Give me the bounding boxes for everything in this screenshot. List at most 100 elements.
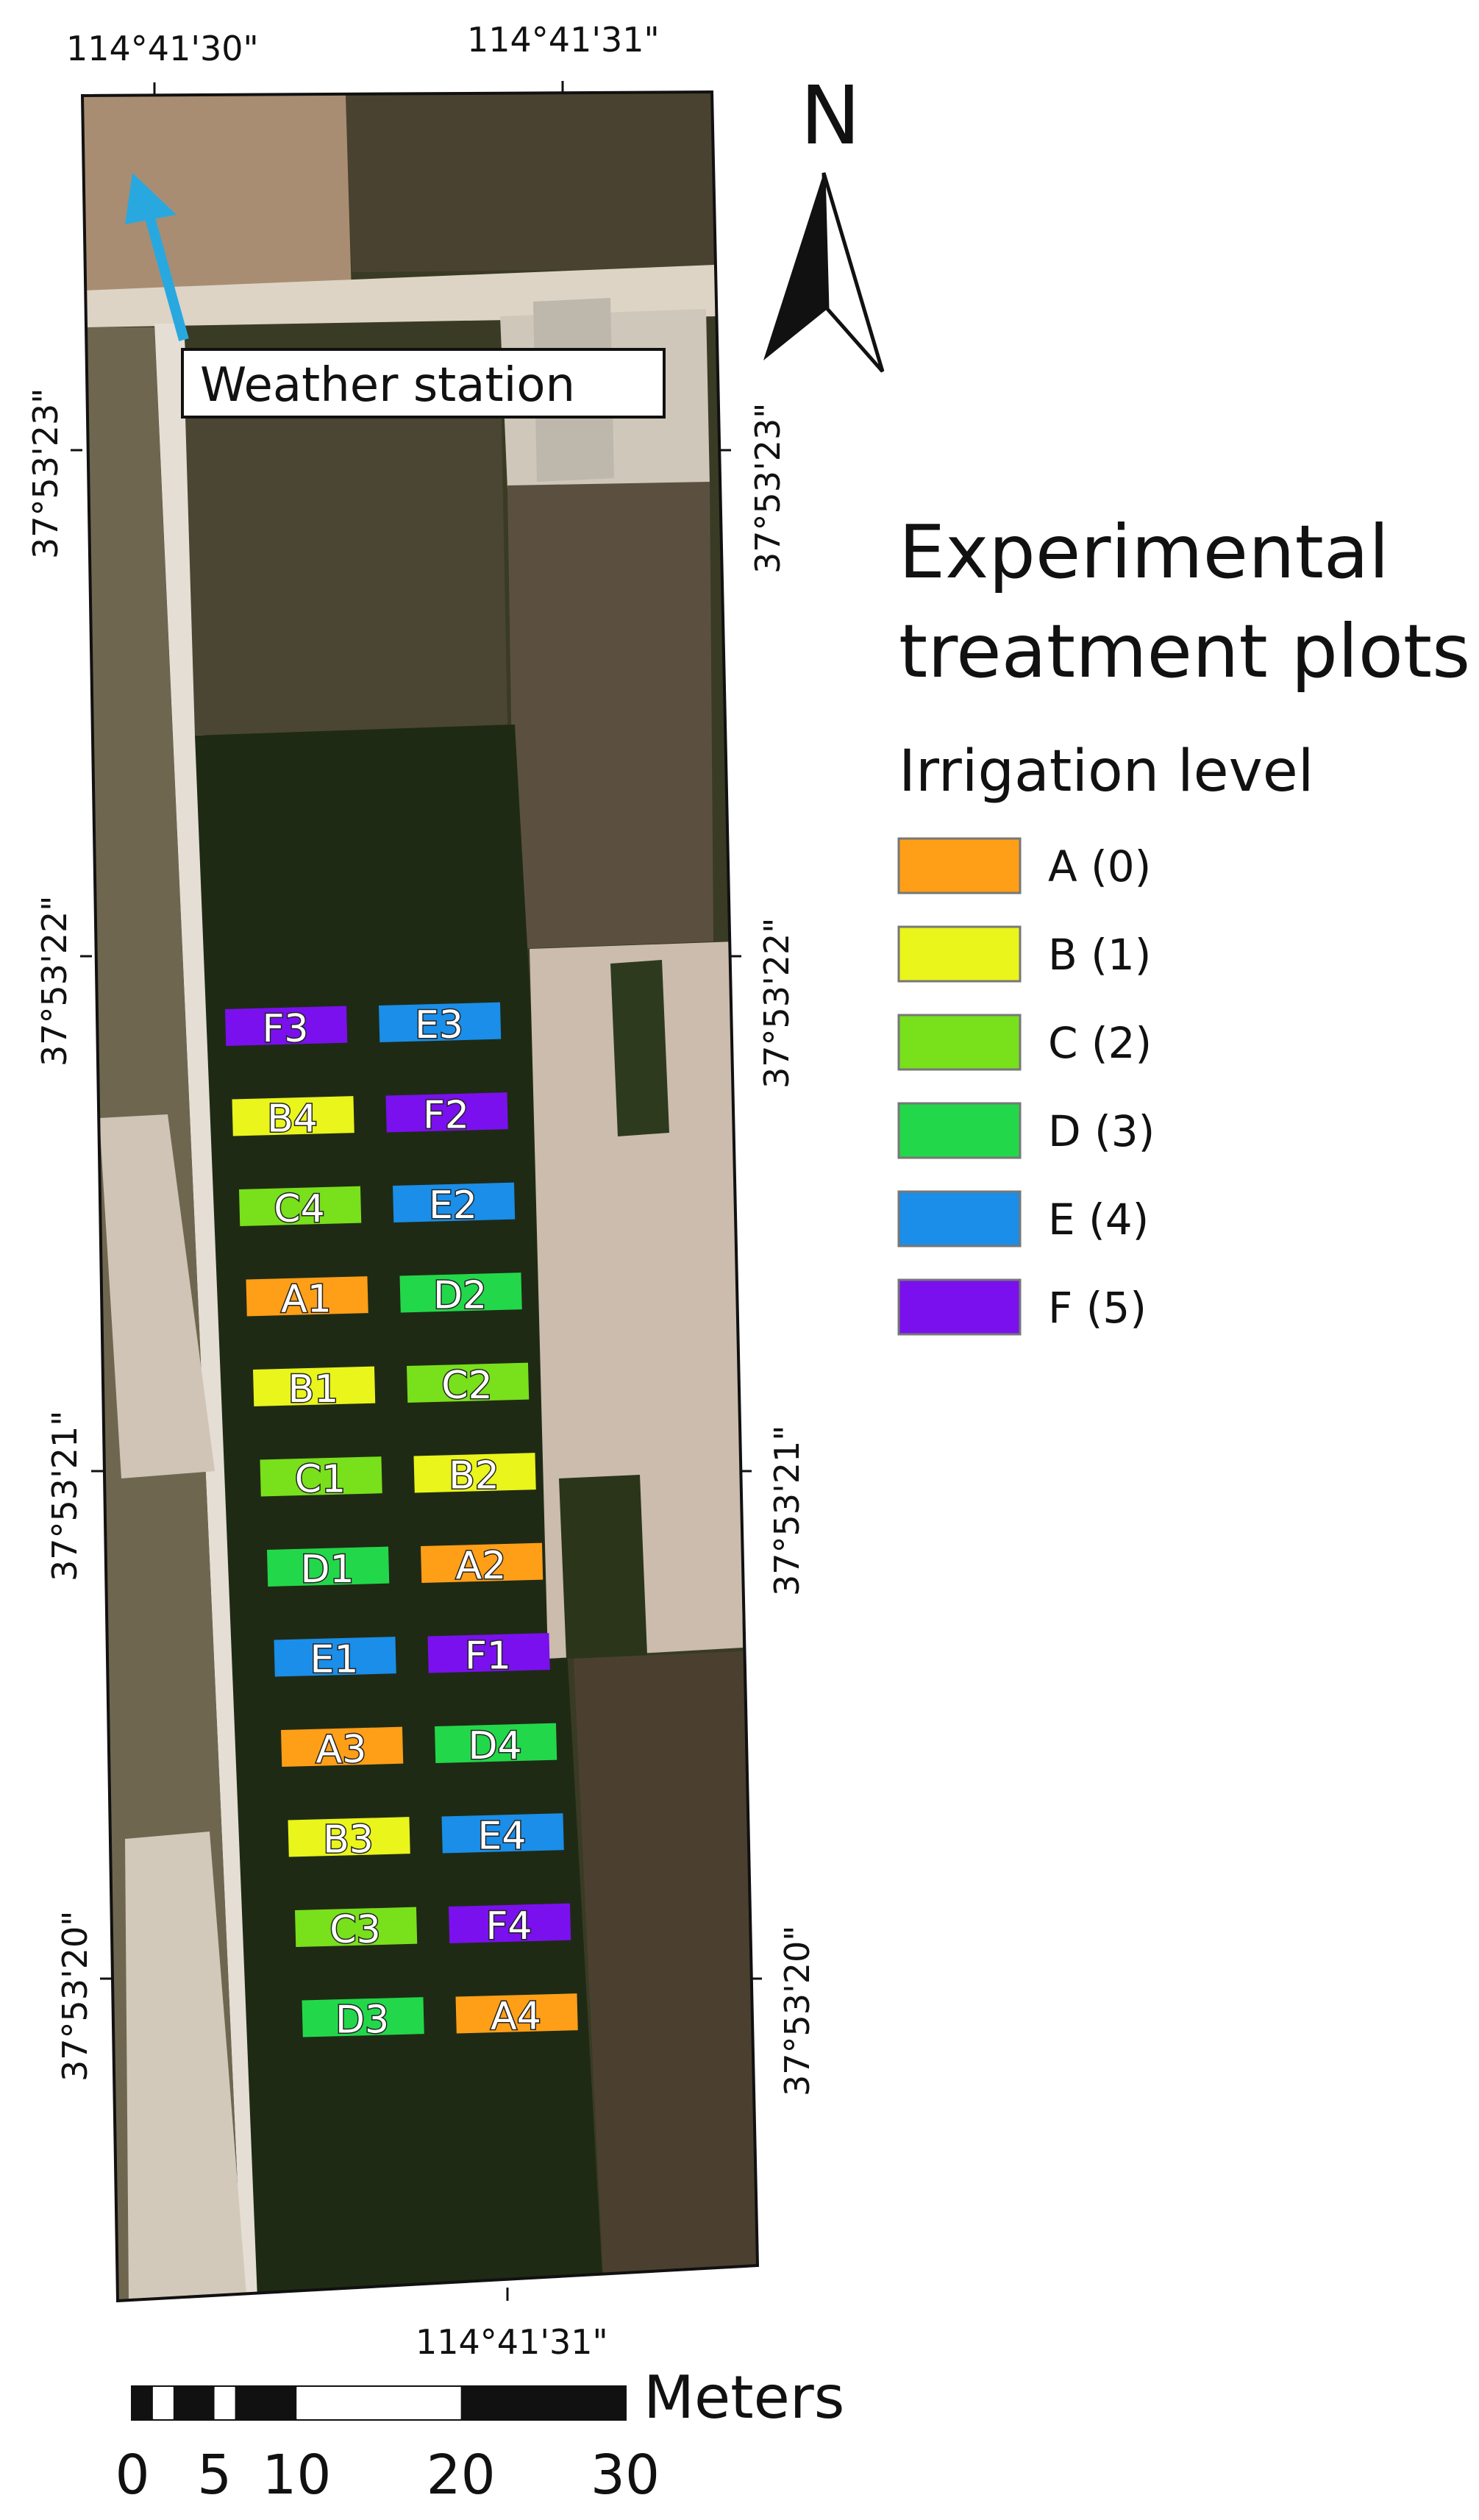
plot-rect [406, 1362, 530, 1403]
plot-rect [435, 1723, 557, 1763]
plot-c4: C4 [239, 1186, 362, 1233]
graticule-labels: 114°41'30" 114°41'31" 114°41'31" 37°53'2… [26, 20, 817, 2362]
plot-rect [385, 1092, 508, 1133]
plot-e1: E1 [274, 1637, 396, 1683]
scale-tick-label: 10 [262, 2444, 331, 2507]
plot-b3: B3 [288, 1817, 410, 1863]
plot-d1: D1 [267, 1546, 390, 1593]
plot-rect [267, 1546, 390, 1587]
plot-e2: E2 [393, 1182, 516, 1229]
legend-item-label: F (5) [1048, 1283, 1147, 1333]
weather-station-callout: Weather station [125, 173, 666, 419]
legend-title-line2: treatment plots [899, 608, 1470, 694]
plot-d3: D3 [302, 1997, 424, 2043]
legend-item-label: A (0) [1048, 841, 1151, 891]
plot-label: B2 [449, 1454, 499, 1498]
map-frame [80, 90, 760, 2303]
plot-rect [455, 1993, 578, 2034]
scale-tick-label: 30 [591, 2444, 660, 2507]
plot-label: A1 [281, 1278, 332, 1322]
plot-c2: C2 [406, 1362, 530, 1409]
north-arrow-icon [763, 173, 827, 360]
lat-label-right-2: 37°53'22" [757, 918, 796, 1089]
legend-subtitle: Irrigation level [899, 738, 1314, 805]
plot-c3: C3 [295, 1907, 418, 1954]
lat-label-left-1: 37°53'23" [26, 388, 65, 559]
plot-rect [302, 1997, 424, 2037]
plot-label: F1 [465, 1634, 511, 1679]
plot-rect [393, 1182, 516, 1222]
legend: Experimental treatment plots Irrigation … [897, 509, 1470, 1336]
plot-rect [295, 1907, 418, 1947]
plot-label: E1 [310, 1638, 359, 1682]
weather-station-label: Weather station [200, 358, 575, 413]
plot-rect [379, 1002, 502, 1042]
plot-rect [246, 1276, 368, 1317]
plot-label: E4 [478, 1815, 527, 1859]
plot-label: F2 [423, 1094, 469, 1138]
plot-rect [281, 1726, 404, 1767]
scale-segment [235, 2387, 297, 2419]
legend-item-label: C (2) [1048, 1018, 1152, 1068]
lat-label-left-2: 37°53'22" [35, 896, 74, 1067]
plot-label: B4 [267, 1097, 318, 1142]
plot-label: C4 [274, 1187, 324, 1231]
legend-swatch [897, 925, 1022, 983]
scale-bar: Meters 0 5 10 20 30 [115, 2363, 844, 2507]
plot-a1: A1 [246, 1276, 368, 1323]
scale-segment [460, 2387, 625, 2419]
legend-items: A (0) B (1) C (2) D (3) E (4) F (5) [897, 837, 1155, 1336]
plot-e3: E3 [379, 1002, 502, 1049]
plot-a3: A3 [281, 1726, 404, 1773]
scale-segment [173, 2387, 215, 2419]
plot-label: B1 [288, 1367, 339, 1412]
plot-e4: E4 [441, 1813, 564, 1859]
plot-label: F3 [263, 1007, 309, 1051]
plot-rect [427, 1633, 550, 1673]
scale-segment [214, 2387, 235, 2419]
plot-c1: C1 [260, 1456, 382, 1503]
lat-label-right-1: 37°53'23" [748, 403, 788, 574]
north-arrow-light-half [822, 172, 885, 373]
legend-swatch [897, 837, 1022, 894]
plot-f3: F3 [225, 1005, 348, 1053]
graticule-ticks [71, 81, 762, 2301]
legend-swatch [897, 1278, 1022, 1336]
weather-station-arrow [142, 206, 189, 341]
lat-label-left-4: 37°53'20" [55, 1911, 95, 2082]
north-label: N [800, 68, 860, 163]
plot-label: C3 [329, 1908, 380, 1952]
plot-label: A2 [456, 1544, 507, 1588]
plot-a2: A2 [421, 1542, 544, 1590]
plot-label: D1 [300, 1548, 354, 1592]
arrow-head-icon [125, 173, 177, 224]
lon-label-top-2: 114°41'31" [467, 20, 660, 60]
plot-a4: A4 [455, 1993, 578, 2040]
plot-rect [232, 1096, 354, 1136]
plot-d4: D4 [435, 1723, 557, 1770]
legend-swatch [897, 1102, 1022, 1159]
plot-rect [421, 1542, 544, 1583]
plot-rect [239, 1186, 362, 1226]
plot-rect [413, 1453, 536, 1493]
legend-swatch [897, 1014, 1022, 1071]
legend-item-label: D (3) [1048, 1106, 1155, 1156]
plot-label: A4 [491, 1995, 541, 2039]
scale-tick-label: 20 [427, 2444, 496, 2507]
plot-rect [225, 1005, 348, 1046]
plot-rect [260, 1456, 382, 1497]
plot-d2: D2 [399, 1273, 522, 1319]
plot-label: E2 [429, 1184, 477, 1228]
legend-title-line1: Experimental [899, 509, 1389, 595]
legend-swatch [897, 1190, 1022, 1247]
plot-rect [441, 1813, 564, 1854]
scale-tick-label: 0 [115, 2444, 149, 2507]
plot-rect [448, 1903, 571, 1943]
lat-label-left-3: 37°53'21" [45, 1411, 85, 1581]
north-arrow: N [763, 68, 885, 373]
legend-item-label: B (1) [1048, 930, 1151, 980]
treatment-plots: F3 E3 B4 F2 C4 E2 A1 D2 B1 C2 C1 B2 D1 A2 E1 F1 A3 D4 B3 E4… [225, 1003, 578, 2043]
plot-label: C2 [441, 1364, 492, 1408]
